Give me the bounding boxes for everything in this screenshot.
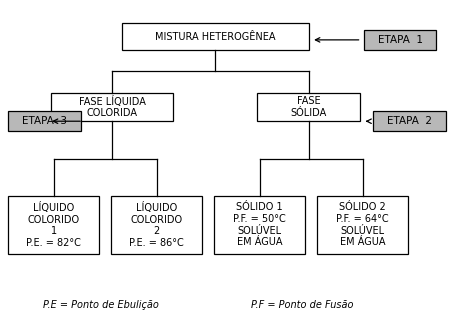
Text: ETAPA  3: ETAPA 3 <box>22 116 67 126</box>
FancyBboxPatch shape <box>111 196 203 254</box>
FancyBboxPatch shape <box>317 196 409 254</box>
Text: LÍQUIDO
COLORIDO
2
P.E. = 86°C: LÍQUIDO COLORIDO 2 P.E. = 86°C <box>130 202 184 248</box>
Text: P.E = Ponto de Ebulição: P.E = Ponto de Ebulição <box>43 300 159 310</box>
FancyBboxPatch shape <box>364 30 437 50</box>
FancyBboxPatch shape <box>257 93 360 121</box>
FancyBboxPatch shape <box>8 111 80 131</box>
FancyBboxPatch shape <box>122 23 309 50</box>
Text: SÓLIDO 2
P.F. = 64°C
SOLÚVEL
EM ÁGUA: SÓLIDO 2 P.F. = 64°C SOLÚVEL EM ÁGUA <box>336 203 389 247</box>
Text: FASE
SÓLIDA: FASE SÓLIDA <box>291 96 327 118</box>
Text: P.F = Ponto de Fusão: P.F = Ponto de Fusão <box>250 300 353 310</box>
FancyBboxPatch shape <box>214 196 306 254</box>
Text: SÓLIDO 1
P.F. = 50°C
SOLÚVEL
EM ÁGUA: SÓLIDO 1 P.F. = 50°C SOLÚVEL EM ÁGUA <box>234 203 286 247</box>
Text: ETAPA  2: ETAPA 2 <box>387 116 432 126</box>
FancyBboxPatch shape <box>373 111 446 131</box>
FancyBboxPatch shape <box>51 93 173 121</box>
Text: MISTURA HETEROGÊNEA: MISTURA HETEROGÊNEA <box>155 32 276 42</box>
Text: ETAPA  1: ETAPA 1 <box>378 35 423 45</box>
Text: LÍQUIDO
COLORIDO
1
P.E. = 82°C: LÍQUIDO COLORIDO 1 P.E. = 82°C <box>26 202 81 248</box>
FancyBboxPatch shape <box>8 196 100 254</box>
Text: FASE LÍQUIDA
COLORIDA: FASE LÍQUIDA COLORIDA <box>79 96 146 118</box>
